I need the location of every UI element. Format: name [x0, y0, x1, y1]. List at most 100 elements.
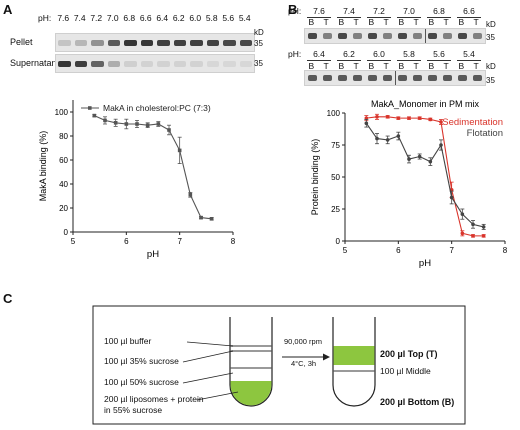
right-tube [332, 317, 376, 407]
data-point [375, 115, 379, 119]
blot-band [308, 33, 317, 39]
left-tube-green-layer [230, 381, 272, 406]
panel-a-ph-label: 6.4 [156, 13, 169, 23]
blot-band [473, 75, 482, 81]
buffer-label: 100 µl buffer [104, 336, 152, 346]
panel-b-chart: 5 6 7 8 0 25 50 75 100 pH Protein binding (%) MakA_… [310, 99, 508, 269]
lane-b-label: B [458, 17, 465, 27]
panel-b-ph-prefix: pH: [288, 6, 302, 16]
y-tick-label: 75 [331, 141, 340, 150]
lane-b-label: B [368, 17, 375, 27]
blot-band [353, 75, 362, 81]
x-tick-label: 5 [343, 246, 348, 255]
panel-b-ph-label: 7.2 [373, 6, 385, 16]
pellet-label: Pellet [10, 37, 33, 47]
ph-bracket [427, 60, 451, 61]
data-point [417, 154, 422, 159]
panel-b-ph-label: 7.6 [313, 6, 325, 16]
data-point [385, 115, 390, 119]
panel-a-ph-label: 7.4 [73, 13, 86, 23]
liposomes-label-1: 200 µl liposomes + protein [104, 394, 204, 404]
panel-b-ph-label: 5.6 [433, 49, 445, 59]
data-point [481, 225, 486, 229]
panel-b-ph-label: 6.4 [313, 49, 325, 59]
blot-band [206, 60, 219, 67]
lane-t-label: T [473, 17, 479, 27]
lane-b-label: B [428, 61, 435, 71]
x-tick-label: 8 [231, 237, 236, 246]
lane-t-label: T [473, 61, 479, 71]
blot-band [239, 39, 252, 46]
panel-a-ph-label: 6.6 [139, 13, 152, 23]
blot-band [428, 75, 437, 81]
panel-a-label: A [3, 2, 13, 17]
data-point [439, 120, 443, 124]
y-tick-label: 80 [59, 132, 68, 141]
data-point [113, 121, 118, 125]
chart-title: MakA_Monomer in PM mix [371, 99, 480, 109]
ph-bracket [457, 17, 481, 18]
conditions-label: 4°C, 3h [291, 359, 317, 368]
blot-band [140, 60, 153, 67]
panel-a-ph-label: 7.0 [106, 13, 119, 23]
blot-band [308, 75, 317, 81]
panel-b-ph-label: 6.6 [463, 6, 475, 16]
panel-a-marker-pellet: 35 [254, 39, 263, 48]
data-point [428, 117, 433, 122]
panel-b-kd-label: kD [486, 20, 496, 29]
data-point [407, 157, 411, 161]
data-point [188, 193, 193, 197]
blot-band [223, 39, 236, 46]
pellet-blot [55, 33, 255, 52]
blot-band [173, 39, 186, 46]
blot-band [223, 60, 236, 67]
panel-a-ph-label: 6.0 [189, 13, 202, 23]
blot-band [91, 60, 104, 67]
data-point [385, 138, 390, 142]
x-axis-label: pH [419, 258, 431, 269]
panel-b-marker: 35 [486, 76, 495, 85]
data-point [460, 231, 465, 236]
y-tick-label: 60 [59, 156, 68, 165]
data-point [92, 113, 97, 118]
lane-b-label: B [398, 61, 405, 71]
ph-bracket [457, 60, 481, 61]
callout-35 [182, 350, 234, 363]
y-tick-label: 25 [331, 205, 340, 214]
ph-bracket [337, 17, 361, 18]
lane-t-label: T [323, 61, 329, 71]
lane-t-label: T [323, 17, 329, 27]
panel-a-ph-label: 6.8 [123, 13, 136, 23]
blot-band [323, 33, 332, 39]
blot-band [58, 60, 71, 67]
panel-b-ph-label: 5.8 [403, 49, 415, 59]
data-point [145, 123, 150, 127]
blot-band [107, 60, 120, 67]
y-tick-label: 0 [336, 237, 341, 246]
blot-band [157, 60, 170, 67]
blot-band [206, 39, 219, 46]
panel-b-blot [304, 28, 486, 44]
blot-band [107, 39, 120, 46]
lane-t-label: T [353, 17, 359, 27]
blot-band [190, 39, 203, 46]
ph-bracket [397, 60, 421, 61]
blot-band [91, 39, 104, 46]
x-tick-label: 7 [177, 237, 182, 246]
blot-band [473, 33, 482, 39]
panel-a-ph-label: 5.4 [238, 13, 251, 23]
middle-fraction-label: 100 µl Middle [380, 366, 431, 376]
data-point [103, 118, 107, 123]
panel-b-ph-label: 6.2 [343, 49, 355, 59]
y-tick-label: 0 [64, 228, 69, 237]
panel-b-blot [304, 70, 486, 86]
panel-c-label: C [3, 291, 13, 306]
panel-b-ph-label: 6.0 [373, 49, 385, 59]
panel-a-ph-label: 7.6 [57, 13, 70, 23]
sucrose50-label: 100 µl 50% sucrose [104, 377, 179, 387]
blot-band [458, 33, 467, 39]
blot-band [124, 39, 137, 46]
data-point [471, 234, 475, 238]
arrow-head [323, 353, 330, 361]
